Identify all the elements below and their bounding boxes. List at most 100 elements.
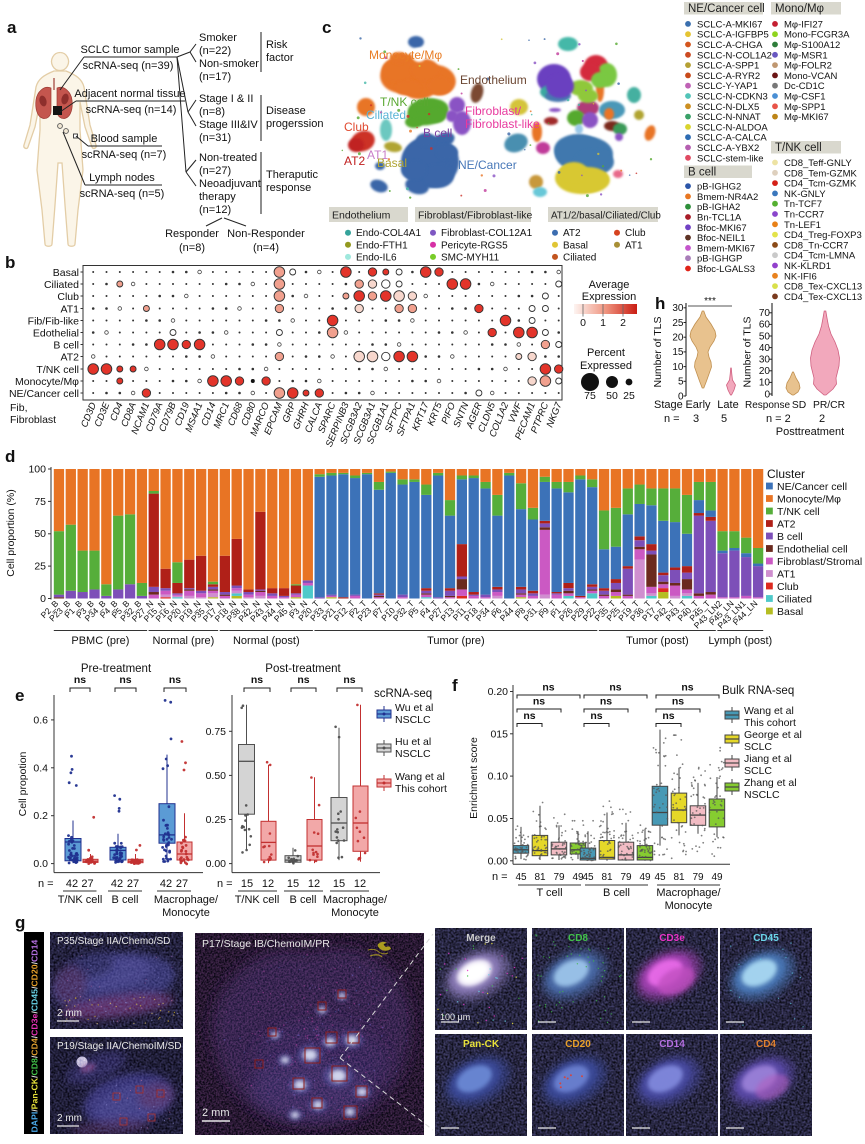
svg-text:AT2: AT2 — [563, 228, 581, 239]
svg-text:SCLC-A-RYR2: SCLC-A-RYR2 — [697, 71, 760, 82]
svg-text:SCLC-A-MKI67: SCLC-A-MKI67 — [697, 19, 762, 30]
svg-text:Monocyte/Mφ: Monocyte/Mφ — [369, 48, 442, 62]
svg-text:scRNA-seq (n=14): scRNA-seq (n=14) — [86, 104, 177, 116]
svg-text:60: 60 — [759, 320, 771, 331]
svg-text:n =: n = — [664, 413, 680, 425]
svg-text:CD4: CD4 — [756, 1039, 776, 1050]
svg-text:Smoker: Smoker — [199, 32, 237, 44]
svg-text:pB-IGHA2: pB-IGHA2 — [697, 202, 740, 213]
svg-text:Ciliated: Ciliated — [44, 279, 79, 291]
svg-text:Average: Average — [589, 279, 630, 291]
svg-text:81: 81 — [673, 872, 685, 883]
svg-text:50: 50 — [759, 331, 771, 342]
svg-text:NK-GNLY: NK-GNLY — [784, 189, 826, 200]
svg-text:B cell: B cell — [423, 126, 452, 140]
svg-text:NSCLC: NSCLC — [744, 789, 780, 801]
svg-text:Normal (pre): Normal (pre) — [153, 635, 215, 647]
svg-text:(n=22): (n=22) — [199, 45, 231, 57]
svg-text:SCLC: SCLC — [744, 741, 772, 753]
svg-text:2 mm: 2 mm — [57, 1113, 82, 1124]
svg-text:25: 25 — [623, 390, 635, 402]
svg-text:T/NK cell: T/NK cell — [235, 894, 280, 906]
svg-text:Monocyte/Mφ: Monocyte/Mφ — [777, 493, 841, 505]
svg-text:Tumor (pre): Tumor (pre) — [427, 635, 485, 647]
svg-text:George et al: George et al — [744, 729, 802, 741]
svg-text:Club: Club — [57, 291, 79, 303]
svg-text:a: a — [7, 18, 17, 37]
svg-text:Monocyte: Monocyte — [162, 907, 210, 919]
svg-text:2 mm: 2 mm — [202, 1107, 230, 1119]
svg-text:0.00: 0.00 — [488, 855, 509, 867]
svg-text:Mφ-CSF1: Mφ-CSF1 — [784, 92, 826, 103]
svg-text:0.20: 0.20 — [488, 686, 509, 698]
svg-text:ns: ns — [542, 682, 554, 694]
svg-text:(n=17): (n=17) — [199, 71, 231, 83]
svg-text:Fibroblast-COL12A1: Fibroblast-COL12A1 — [441, 228, 533, 239]
svg-text:27: 27 — [81, 878, 93, 890]
svg-text:ns: ns — [662, 710, 674, 722]
svg-text:CD3e: CD3e — [659, 933, 685, 944]
svg-text:Tn-LEF1: Tn-LEF1 — [784, 220, 821, 231]
svg-text:45: 45 — [582, 872, 594, 883]
svg-text:0.25: 0.25 — [206, 814, 227, 826]
svg-text:h: h — [655, 294, 665, 313]
svg-text:Bn-TCL1A: Bn-TCL1A — [697, 213, 742, 224]
svg-text:Jiang et al: Jiang et al — [744, 753, 792, 765]
svg-text:40: 40 — [759, 343, 771, 354]
svg-text:Non-smoker: Non-smoker — [199, 58, 259, 70]
svg-text:CD8: CD8 — [568, 933, 588, 944]
svg-text:P19/Stage IIA/ChemoIM/SD: P19/Stage IIA/ChemoIM/SD — [57, 1041, 182, 1052]
svg-text:CD45: CD45 — [753, 933, 779, 944]
svg-text:Endothelium: Endothelium — [460, 73, 527, 87]
svg-text:B cell: B cell — [603, 887, 630, 899]
svg-text:Pan-CK: Pan-CK — [463, 1039, 500, 1050]
svg-text:Fibroblast/: Fibroblast/ — [465, 104, 522, 118]
svg-text:T/NK cell: T/NK cell — [36, 364, 79, 376]
svg-text:5: 5 — [678, 377, 684, 388]
svg-text:Stage I & II: Stage I & II — [199, 93, 253, 105]
svg-text:B cell: B cell — [777, 531, 803, 543]
svg-text:79: 79 — [692, 872, 704, 883]
svg-text:Expressed: Expressed — [580, 360, 632, 372]
svg-text:Stage III&IV: Stage III&IV — [199, 119, 258, 131]
svg-text:Non-treated: Non-treated — [199, 152, 257, 164]
svg-text:Mono-VCAN: Mono-VCAN — [784, 71, 837, 82]
svg-text:n =: n = — [492, 871, 508, 883]
svg-text:CD8_Tn-CCR7: CD8_Tn-CCR7 — [784, 240, 848, 251]
svg-text:75: 75 — [584, 390, 596, 402]
svg-text:49: 49 — [639, 872, 651, 883]
svg-text:ns: ns — [609, 682, 621, 694]
svg-text:(n=4): (n=4) — [253, 242, 279, 254]
svg-text:Tn-CCR7: Tn-CCR7 — [784, 210, 824, 221]
svg-text:SCLC-stem-like: SCLC-stem-like — [697, 153, 764, 164]
svg-text:pB-IGHGP: pB-IGHGP — [697, 254, 742, 265]
svg-text:ns: ns — [297, 674, 309, 686]
svg-text:CD8_Teff-GNLY: CD8_Teff-GNLY — [784, 158, 852, 169]
svg-text:Pericyte-RGS5: Pericyte-RGS5 — [441, 240, 508, 251]
svg-text:g: g — [15, 913, 25, 932]
svg-text:Dc-CD1C: Dc-CD1C — [784, 81, 825, 92]
svg-text:ns: ns — [533, 696, 545, 708]
svg-text:Fibroblast-like: Fibroblast-like — [465, 117, 540, 131]
svg-text:SCLC-N-DLX5: SCLC-N-DLX5 — [697, 102, 759, 113]
svg-text:12: 12 — [262, 878, 274, 890]
svg-text:Disease: Disease — [266, 105, 306, 117]
svg-text:n =: n = — [38, 878, 54, 890]
svg-text:c: c — [322, 18, 331, 37]
svg-text:50: 50 — [606, 390, 618, 402]
svg-text:Monocyte/Mφ: Monocyte/Mφ — [15, 376, 79, 388]
svg-text:factor: factor — [266, 52, 294, 64]
svg-text:81: 81 — [601, 872, 613, 883]
svg-text:T cell: T cell — [536, 887, 562, 899]
svg-text:Wang et al: Wang et al — [744, 705, 794, 717]
svg-text:Merge: Merge — [466, 933, 496, 944]
svg-text:0.0: 0.0 — [33, 858, 48, 870]
svg-text:CD4_Tex-CXCL13: CD4_Tex-CXCL13 — [784, 292, 862, 303]
svg-text:B cell: B cell — [112, 894, 139, 906]
svg-text:0: 0 — [764, 389, 770, 400]
svg-text:Club: Club — [777, 581, 799, 593]
svg-text:response: response — [266, 182, 311, 194]
svg-text:Basal: Basal — [563, 240, 588, 251]
svg-text:Fib,: Fib, — [10, 402, 28, 414]
svg-text:NE/Cancer: NE/Cancer — [458, 158, 517, 172]
